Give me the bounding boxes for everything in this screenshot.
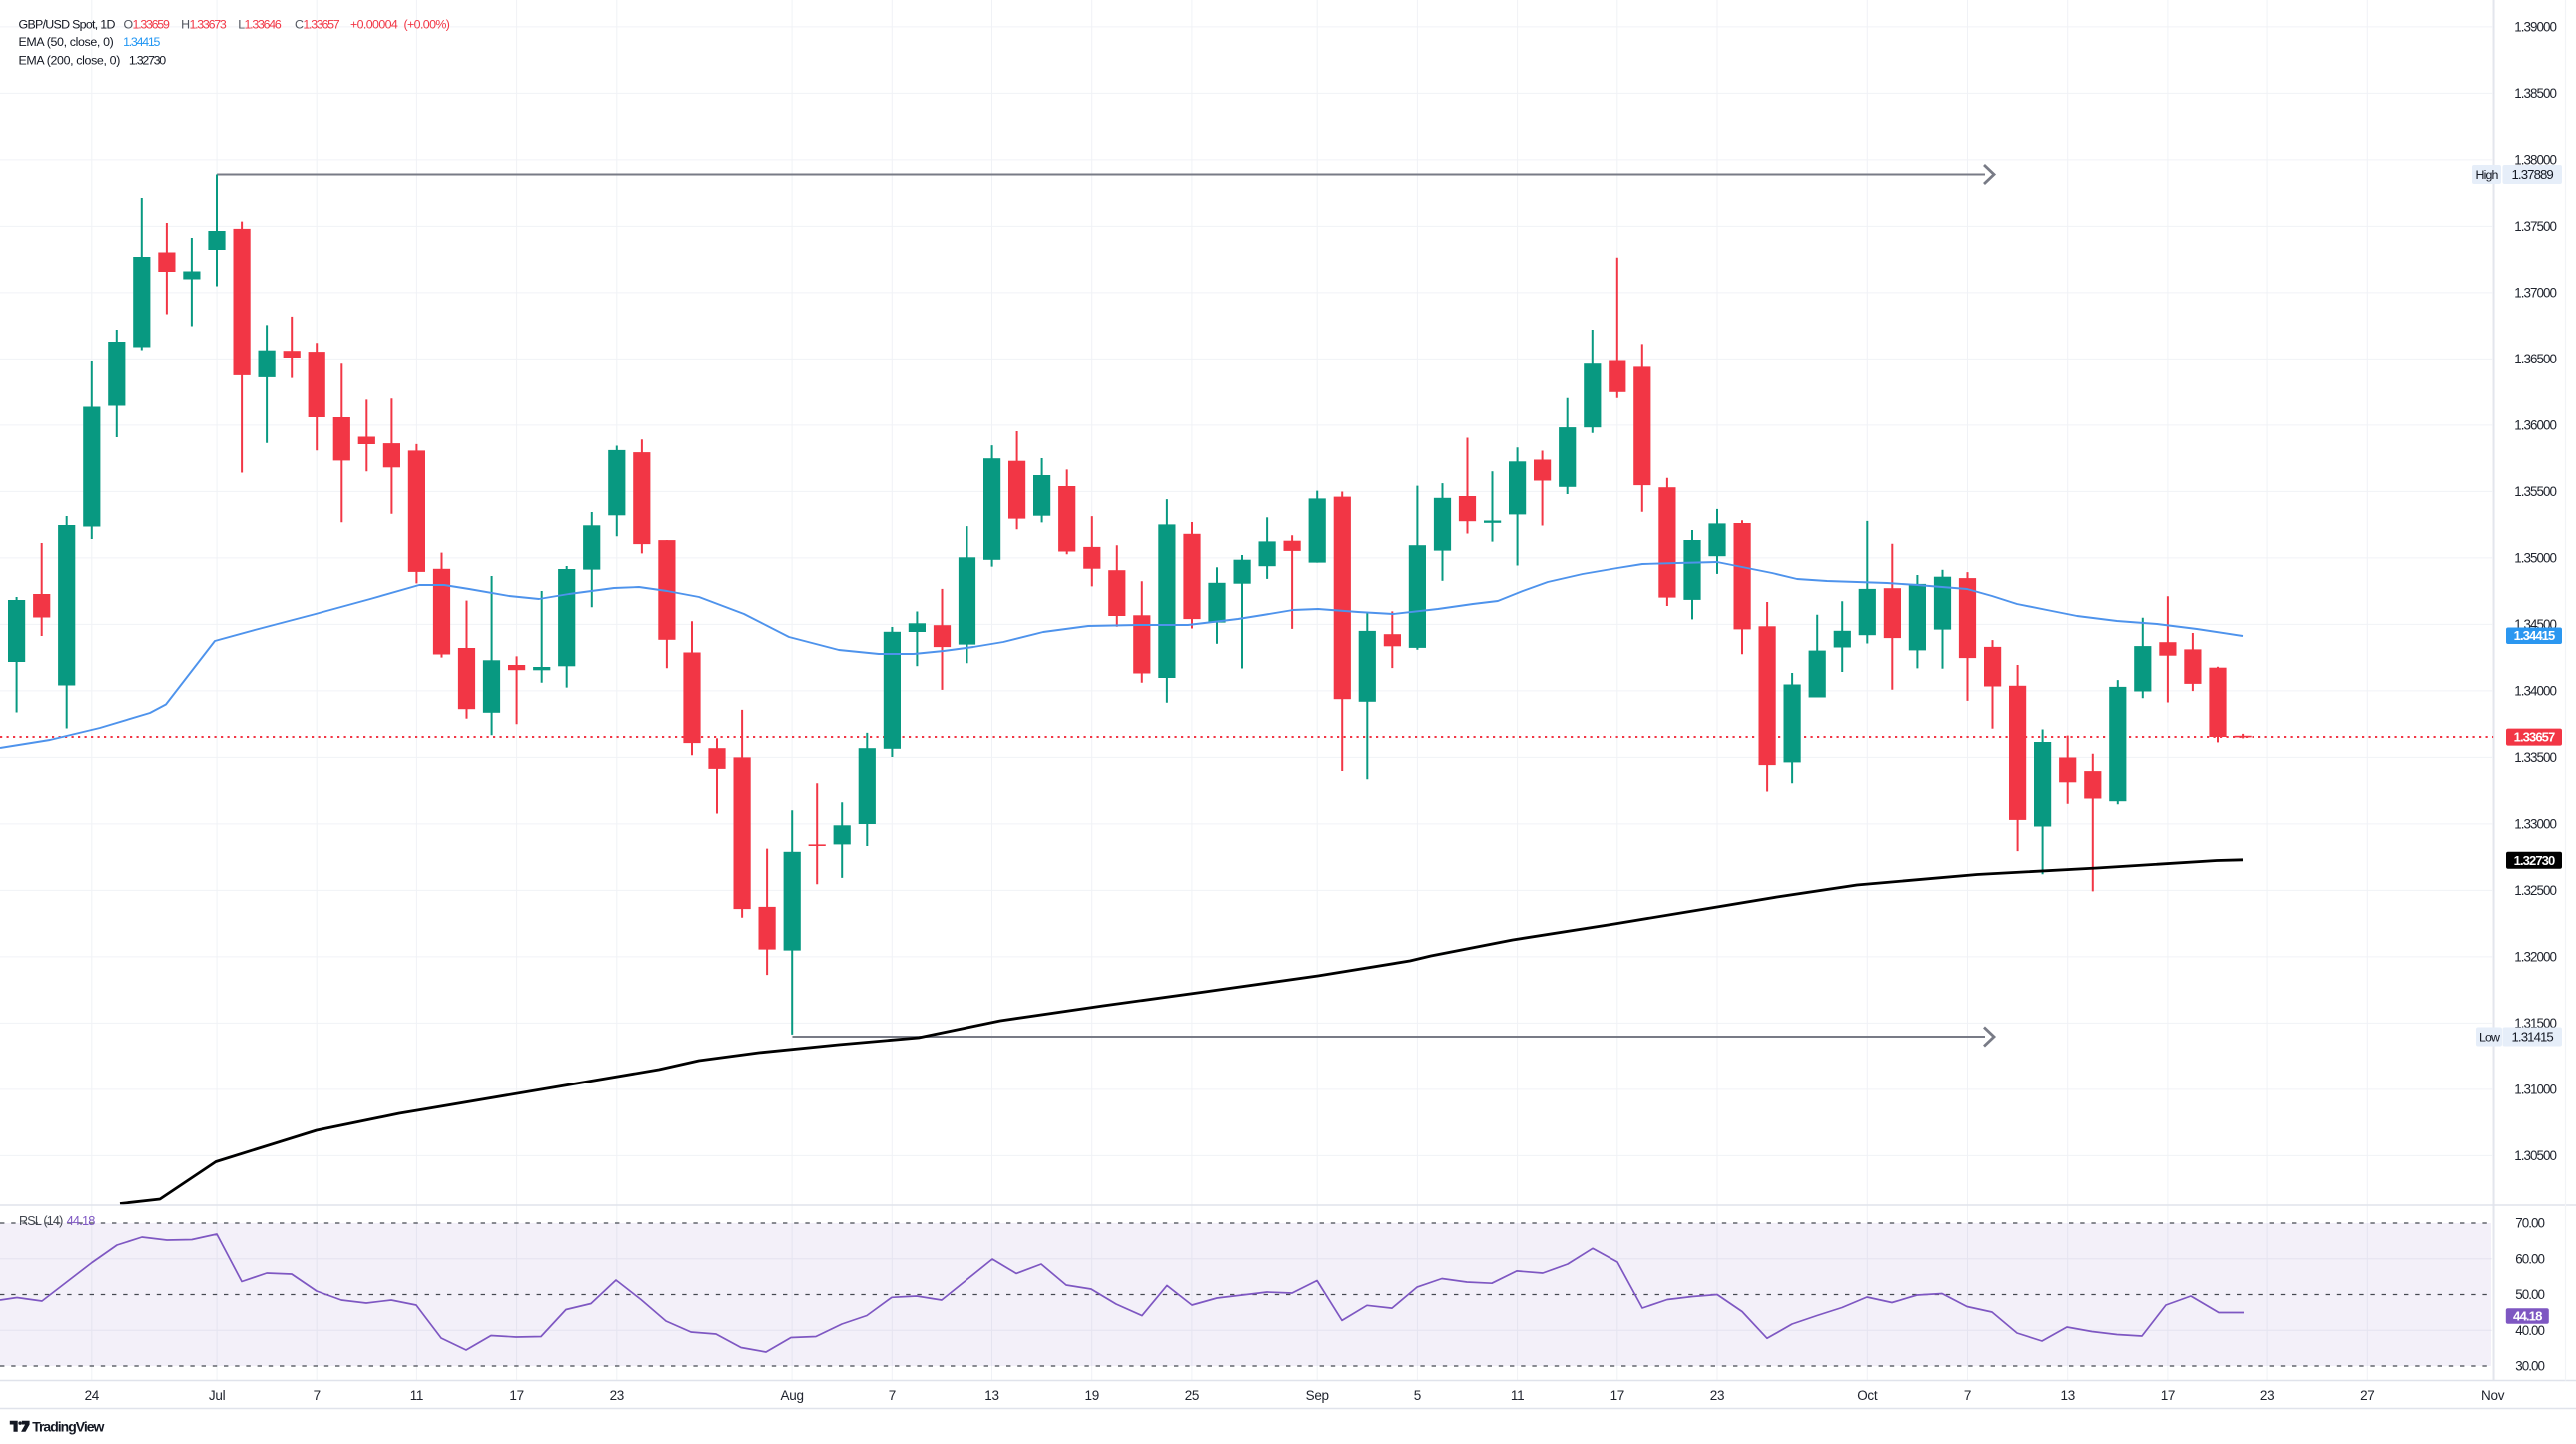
svg-text:O1.33659: O1.33659 [124, 18, 170, 32]
svg-text:1.39000: 1.39000 [2514, 20, 2556, 35]
svg-text:24: 24 [85, 1388, 100, 1403]
svg-text:H1.33673: H1.33673 [181, 18, 227, 32]
svg-text:1.38000: 1.38000 [2514, 153, 2556, 168]
svg-text:23: 23 [610, 1388, 624, 1403]
svg-text:1.36000: 1.36000 [2514, 418, 2556, 433]
svg-text:5: 5 [1414, 1388, 1421, 1403]
svg-text:17: 17 [1610, 1388, 1624, 1403]
svg-text:Sep: Sep [1306, 1388, 1329, 1403]
svg-text:TradingView: TradingView [32, 1419, 104, 1435]
svg-text:GBP/USD Spot, 1D: GBP/USD Spot, 1D [19, 18, 116, 32]
svg-text:1.32000: 1.32000 [2514, 950, 2556, 965]
svg-text:Low: Low [2479, 1031, 2500, 1045]
svg-text:7: 7 [1964, 1388, 1971, 1403]
svg-text:1.35500: 1.35500 [2514, 484, 2556, 499]
svg-text:11: 11 [410, 1388, 423, 1403]
svg-text:1.32730: 1.32730 [2514, 853, 2555, 868]
svg-text:Aug: Aug [781, 1388, 804, 1403]
svg-text:1.34000: 1.34000 [2514, 684, 2556, 699]
svg-text:13: 13 [2060, 1388, 2074, 1403]
svg-text:EMA (200, close, 0): EMA (200, close, 0) [19, 54, 121, 68]
svg-text:11: 11 [1511, 1388, 1524, 1403]
svg-text:Oct: Oct [1857, 1388, 1878, 1403]
svg-text:EMA (50, close, 0): EMA (50, close, 0) [19, 35, 114, 49]
svg-text:30.00: 30.00 [2515, 1359, 2544, 1374]
svg-text:40.00: 40.00 [2515, 1323, 2544, 1338]
svg-text:1.30500: 1.30500 [2514, 1148, 2556, 1163]
svg-text:1.31000: 1.31000 [2514, 1083, 2556, 1097]
svg-text:70.00: 70.00 [2515, 1216, 2544, 1231]
svg-text:1.33000: 1.33000 [2514, 817, 2556, 832]
svg-text:1.36500: 1.36500 [2514, 352, 2556, 366]
svg-text:19: 19 [1084, 1388, 1098, 1403]
svg-text:1.35000: 1.35000 [2514, 551, 2556, 566]
svg-text:1.37000: 1.37000 [2514, 286, 2556, 301]
svg-text:1.34415: 1.34415 [2514, 628, 2555, 643]
svg-text:1.34415: 1.34415 [123, 35, 160, 49]
svg-text:27: 27 [2360, 1388, 2374, 1403]
svg-text:1.31415: 1.31415 [2512, 1030, 2554, 1045]
svg-text:13: 13 [984, 1388, 998, 1403]
svg-text:1.37500: 1.37500 [2514, 219, 2556, 234]
svg-text:1.38500: 1.38500 [2514, 86, 2556, 101]
svg-text:7: 7 [889, 1388, 896, 1403]
svg-text:L1.33646: L1.33646 [238, 18, 282, 32]
svg-text:23: 23 [2260, 1388, 2274, 1403]
svg-text:60.00: 60.00 [2515, 1252, 2544, 1267]
svg-text:44.18: 44.18 [67, 1213, 96, 1228]
svg-text:7: 7 [314, 1388, 321, 1403]
svg-text:1.31500: 1.31500 [2514, 1016, 2556, 1031]
svg-text:+0.00004: +0.00004 [350, 18, 398, 32]
svg-text:C1.33657: C1.33657 [295, 18, 340, 32]
svg-text:25: 25 [1185, 1388, 1199, 1403]
svg-text:50.00: 50.00 [2515, 1287, 2544, 1302]
svg-text:(+0.00%): (+0.00%) [404, 18, 450, 32]
svg-text:1.33500: 1.33500 [2514, 750, 2556, 765]
svg-text:Jul: Jul [209, 1388, 226, 1403]
svg-text:23: 23 [1710, 1388, 1724, 1403]
svg-text:17: 17 [509, 1388, 523, 1403]
svg-text:1.32730: 1.32730 [129, 54, 166, 68]
svg-text:1.32500: 1.32500 [2514, 883, 2556, 898]
svg-text:High: High [2476, 168, 2499, 182]
svg-text:1.33657: 1.33657 [2514, 730, 2555, 745]
svg-text:Nov: Nov [2481, 1388, 2505, 1403]
svg-text:17: 17 [2161, 1388, 2175, 1403]
svg-text:RSL (14): RSL (14) [19, 1214, 63, 1228]
svg-text:44.18: 44.18 [2513, 1309, 2542, 1324]
svg-text:1.37889: 1.37889 [2512, 167, 2554, 182]
